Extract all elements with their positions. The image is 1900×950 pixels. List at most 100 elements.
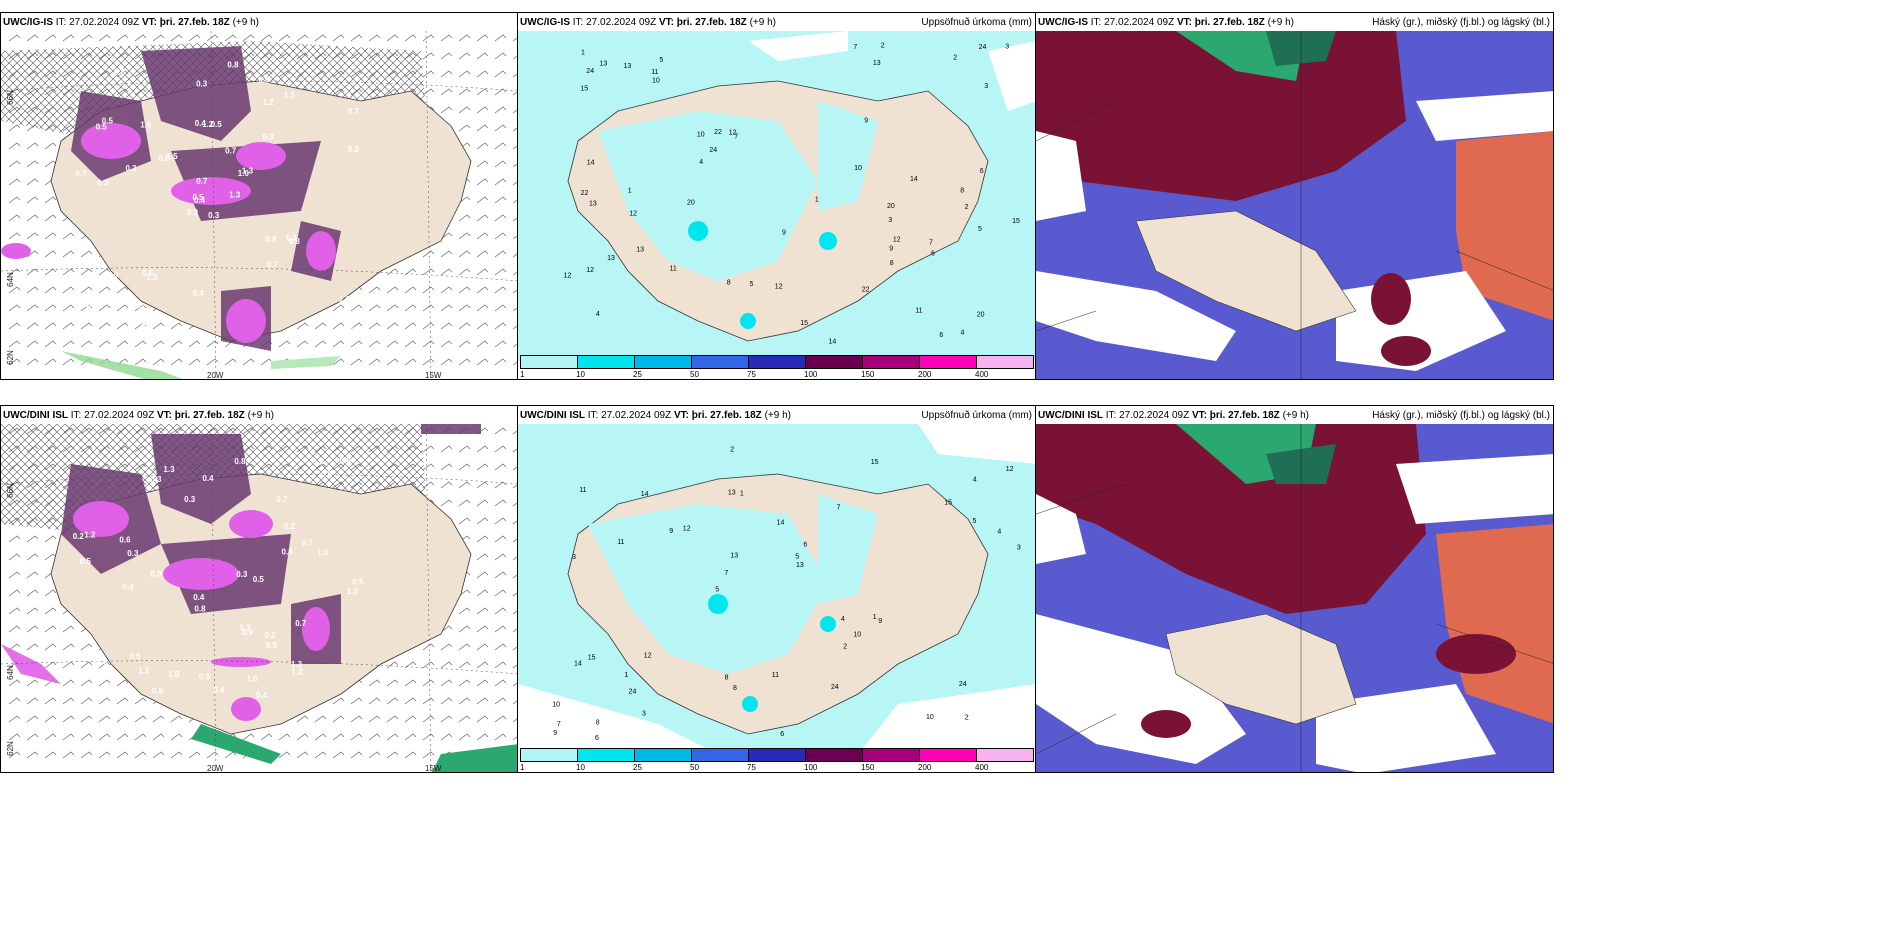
wind-barb	[440, 733, 453, 741]
wind-barb	[26, 589, 39, 597]
wind-barb	[458, 286, 471, 294]
value-label: 1.5	[284, 91, 296, 100]
value-label: 0.5	[96, 658, 108, 667]
value-label: 1	[873, 614, 877, 621]
value-label: 0.6	[119, 535, 131, 544]
wind-barb	[62, 322, 75, 330]
graticule	[1, 31, 517, 379]
wind-barb	[80, 340, 93, 348]
lon-label-15: 15W	[425, 371, 442, 380]
wind-barb	[44, 34, 57, 42]
wind-barb	[368, 715, 381, 723]
wind-barb	[44, 232, 57, 240]
wind-barb	[8, 232, 21, 240]
wind-barb	[278, 733, 291, 741]
value-label: 0.5	[266, 641, 278, 650]
value-label: 1.2	[202, 120, 214, 129]
wind-barb	[80, 322, 93, 330]
init-time: IT: 27.02.2024 09Z	[1090, 17, 1175, 28]
value-label: 14	[574, 661, 582, 668]
wind-barb	[494, 535, 507, 543]
value-label: 3	[888, 217, 892, 224]
wind-barb	[8, 643, 21, 651]
wind-barb	[422, 358, 435, 366]
wind-barb	[116, 733, 129, 741]
value-label: 8	[960, 188, 964, 195]
wind-barb	[404, 679, 417, 687]
wind-barb	[494, 697, 507, 705]
wind-barb	[494, 160, 507, 168]
wind-barb	[494, 322, 507, 330]
init-time: IT: 27.02.2024 09Z	[1105, 410, 1190, 421]
wind-barb	[512, 592, 517, 597]
wind-barb	[512, 556, 517, 561]
wind-barb	[8, 160, 21, 168]
wind-barb	[44, 160, 57, 168]
value-label: 11	[670, 266, 677, 273]
wind-barb	[494, 340, 507, 348]
wind-barb	[26, 286, 39, 294]
value-label: 0.3	[184, 495, 196, 504]
wind-barb	[422, 340, 435, 348]
valid-time: VT: þri. 27.feb. 18Z	[141, 17, 230, 28]
value-label: 5	[715, 587, 719, 594]
wind-barb	[242, 34, 255, 42]
value-label: 0.7	[225, 147, 237, 156]
value-label: 12	[893, 236, 901, 243]
value-label: 0.7	[85, 300, 97, 309]
lead-time: (+9 h)	[749, 17, 776, 28]
wind-barb	[332, 733, 345, 741]
value-label: 13	[730, 553, 738, 560]
wind-barb	[494, 196, 507, 204]
wind-barb	[440, 499, 453, 507]
value-label: 0.7	[75, 169, 87, 178]
wind-barb	[494, 661, 507, 669]
cbar-tick-10: 10	[576, 370, 585, 379]
wind-barb	[458, 481, 471, 489]
wind-barb	[440, 34, 453, 42]
wind-barb	[242, 733, 255, 741]
value-label: 0.9	[199, 673, 211, 682]
wind-barb	[368, 751, 381, 759]
wind-barb	[152, 34, 165, 42]
wind-barb	[98, 322, 111, 330]
wind-barb	[26, 340, 39, 348]
init-time: IT: 27.02.2024 09Z	[55, 17, 140, 28]
value-label: 12	[564, 273, 572, 280]
colorbar	[520, 355, 1034, 369]
wind-barb	[422, 751, 435, 759]
lead-time: (+9 h)	[1282, 410, 1309, 421]
wind-barb	[386, 358, 399, 366]
wind-barb	[422, 322, 435, 330]
value-label: 0.5	[102, 117, 114, 126]
value-label: 10	[854, 165, 862, 172]
wind-barb	[512, 271, 517, 276]
clouds-title: Háský (gr.), miðský (fj.bl.) og lágský (…	[1372, 410, 1550, 421]
wind-barb	[26, 142, 39, 150]
wind-barb	[494, 52, 507, 60]
wind-barb	[476, 286, 489, 294]
wind-barb	[440, 715, 453, 723]
value-label: 1.0	[247, 675, 259, 684]
value-label: 1	[815, 197, 819, 204]
wind-barb	[332, 697, 345, 705]
value-label: 4	[973, 476, 977, 483]
value-label: 22	[862, 286, 870, 293]
precip-title: Uppsöfnuð úrkoma (mm)	[921, 17, 1032, 28]
valid-time: VT: þri. 27.feb. 18Z	[658, 17, 747, 28]
value-label: 22	[581, 190, 589, 197]
cbar-tick-400: 400	[975, 370, 989, 379]
wind-barb	[62, 733, 75, 741]
value-label: 10	[853, 632, 861, 639]
wind-barb	[422, 286, 435, 294]
wind-barb	[458, 715, 471, 723]
value-label: 0.5	[211, 120, 223, 129]
wind-barb	[62, 751, 75, 759]
value-label: 11	[772, 672, 779, 679]
wind-barb	[80, 250, 93, 258]
value-label: 1.2	[263, 98, 275, 107]
value-label: 0.9	[187, 208, 199, 217]
wind-barb	[188, 340, 201, 348]
value-label: 7	[837, 504, 841, 511]
wind-barb	[476, 553, 489, 561]
